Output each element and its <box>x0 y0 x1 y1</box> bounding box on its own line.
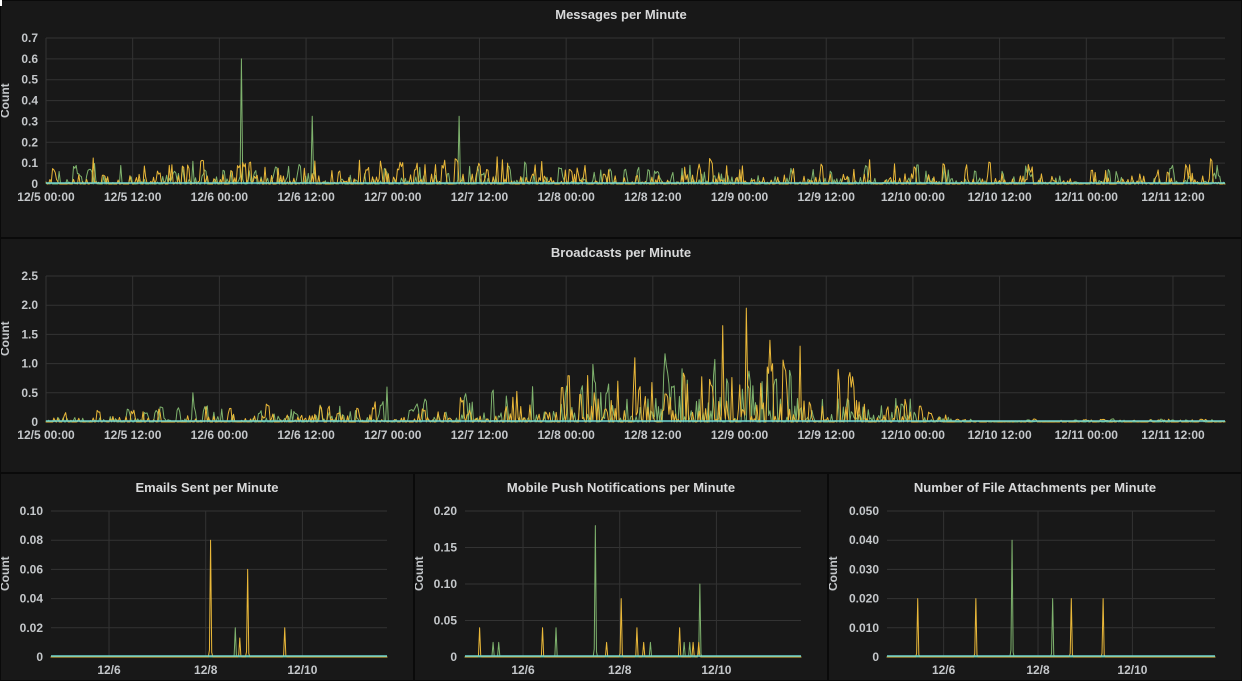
svg-text:12/10: 12/10 <box>1117 663 1147 677</box>
svg-text:0.05: 0.05 <box>434 614 458 628</box>
svg-text:12/8 00:00: 12/8 00:00 <box>537 428 595 442</box>
svg-text:12/11 12:00: 12/11 12:00 <box>1141 190 1205 204</box>
svg-text:12/5 12:00: 12/5 12:00 <box>104 428 162 442</box>
svg-text:0: 0 <box>31 177 38 191</box>
svg-text:0.04: 0.04 <box>20 592 44 606</box>
svg-text:0.10: 0.10 <box>434 577 458 591</box>
svg-text:0.1: 0.1 <box>21 156 38 170</box>
svg-text:12/10 00:00: 12/10 00:00 <box>881 428 945 442</box>
svg-text:1.0: 1.0 <box>21 357 38 371</box>
svg-text:12/5 12:00: 12/5 12:00 <box>104 190 162 204</box>
svg-text:12/5 00:00: 12/5 00:00 <box>17 190 75 204</box>
svg-text:2.0: 2.0 <box>21 298 38 312</box>
svg-text:12/10 12:00: 12/10 12:00 <box>968 428 1032 442</box>
svg-text:0.5: 0.5 <box>21 73 38 87</box>
svg-text:12/6 12:00: 12/6 12:00 <box>277 190 335 204</box>
svg-text:12/6 00:00: 12/6 00:00 <box>191 428 249 442</box>
svg-text:12/11 00:00: 12/11 00:00 <box>1055 428 1119 442</box>
svg-text:0.2: 0.2 <box>21 135 38 149</box>
svg-text:12/8 12:00: 12/8 12:00 <box>624 428 682 442</box>
svg-text:0.02: 0.02 <box>20 621 44 635</box>
svg-text:12/11 12:00: 12/11 12:00 <box>1141 428 1205 442</box>
svg-text:12/7 00:00: 12/7 00:00 <box>364 428 422 442</box>
svg-text:0.08: 0.08 <box>20 533 44 547</box>
svg-text:12/10 12:00: 12/10 12:00 <box>968 190 1032 204</box>
svg-text:0.10: 0.10 <box>20 504 44 518</box>
svg-text:12/8 12:00: 12/8 12:00 <box>624 190 682 204</box>
svg-text:0.15: 0.15 <box>434 541 458 555</box>
svg-text:12/9 00:00: 12/9 00:00 <box>711 428 769 442</box>
svg-text:12/9 00:00: 12/9 00:00 <box>711 190 769 204</box>
svg-text:12/10: 12/10 <box>701 663 731 677</box>
svg-text:12/7 12:00: 12/7 12:00 <box>451 190 509 204</box>
svg-text:1.5: 1.5 <box>21 327 38 341</box>
svg-text:0.6: 0.6 <box>21 52 38 66</box>
svg-text:12/8: 12/8 <box>608 663 632 677</box>
svg-text:12/5 00:00: 12/5 00:00 <box>17 428 75 442</box>
svg-text:0.20: 0.20 <box>434 504 458 518</box>
svg-text:0.030: 0.030 <box>849 562 879 576</box>
svg-text:12/6 00:00: 12/6 00:00 <box>191 190 249 204</box>
svg-text:0.040: 0.040 <box>849 533 879 547</box>
svg-text:0.050: 0.050 <box>849 504 879 518</box>
svg-text:0.06: 0.06 <box>20 562 44 576</box>
svg-text:12/6: 12/6 <box>932 663 956 677</box>
svg-text:0: 0 <box>36 650 43 664</box>
svg-text:12/10: 12/10 <box>287 663 317 677</box>
svg-text:12/9 12:00: 12/9 12:00 <box>798 428 856 442</box>
svg-text:0.010: 0.010 <box>849 621 879 635</box>
svg-text:0: 0 <box>872 650 879 664</box>
svg-text:12/11 00:00: 12/11 00:00 <box>1055 190 1119 204</box>
svg-text:12/10 00:00: 12/10 00:00 <box>881 190 945 204</box>
svg-text:12/8: 12/8 <box>194 663 218 677</box>
svg-text:12/6: 12/6 <box>97 663 121 677</box>
svg-text:0.4: 0.4 <box>21 94 38 108</box>
svg-text:0.7: 0.7 <box>21 31 38 45</box>
svg-text:12/9 12:00: 12/9 12:00 <box>798 190 856 204</box>
svg-text:12/7 12:00: 12/7 12:00 <box>451 428 509 442</box>
svg-text:2.5: 2.5 <box>21 269 38 283</box>
svg-text:0: 0 <box>31 415 38 429</box>
svg-text:12/8 00:00: 12/8 00:00 <box>537 190 595 204</box>
svg-text:0.5: 0.5 <box>21 386 38 400</box>
svg-text:0: 0 <box>450 650 457 664</box>
svg-text:12/6: 12/6 <box>511 663 535 677</box>
svg-text:12/8: 12/8 <box>1026 663 1050 677</box>
svg-text:12/7 00:00: 12/7 00:00 <box>364 190 422 204</box>
svg-text:0.3: 0.3 <box>21 114 38 128</box>
svg-text:0.020: 0.020 <box>849 592 879 606</box>
svg-text:12/6 12:00: 12/6 12:00 <box>277 428 335 442</box>
